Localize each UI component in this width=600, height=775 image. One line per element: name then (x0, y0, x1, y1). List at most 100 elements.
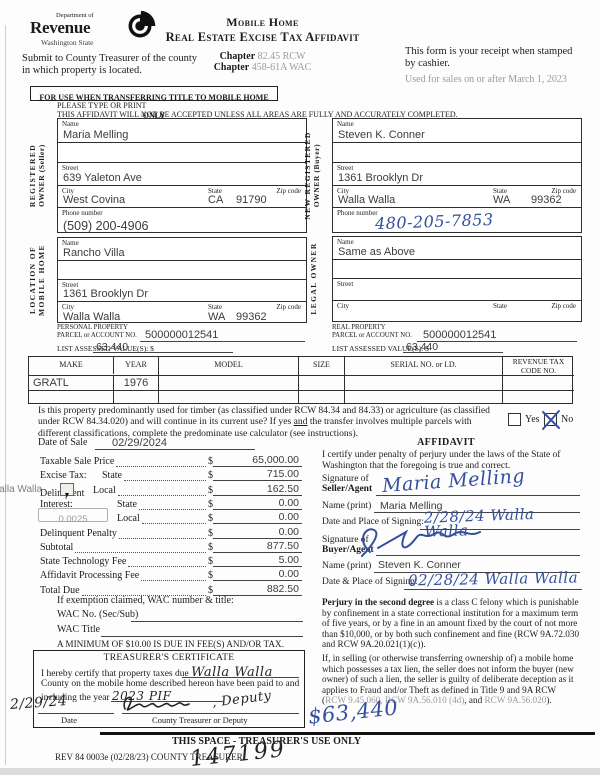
legal-name-value[interactable]: Same as Above (338, 246, 416, 258)
wac-no-line[interactable] (131, 608, 303, 622)
location-state-value[interactable]: WA (208, 311, 226, 323)
treasurer-sig-line (122, 701, 299, 714)
seller-name2-row[interactable] (58, 143, 306, 163)
perjury-paragraph-2: If, in selling (or otherwise transferrin… (322, 653, 574, 706)
yes-label: Yes (525, 414, 540, 425)
legal-name-label: Name (337, 238, 354, 246)
vehicle-model-value[interactable] (159, 375, 299, 390)
form-code: REV 84 0003e (02/28/23) COUNTY TREASURER (55, 752, 243, 762)
assessed-right-value[interactable]: 63,440 (406, 341, 439, 353)
seller-date-place-label: Date and Place of Signing: (322, 517, 424, 527)
buyer-name2-row[interactable] (333, 143, 581, 163)
perjury-paragraph-1: Perjury in the second degree is a class … (322, 597, 580, 650)
seller-name-print-value[interactable]: Maria Melling (380, 500, 443, 512)
vehicle-size-value[interactable] (299, 375, 345, 390)
delinq-local-amount[interactable]: 0.00 (213, 511, 302, 524)
excise-local-amount[interactable]: 162.50 (213, 483, 302, 496)
no-checkbox-x-mark (540, 408, 562, 431)
buyer-name-value[interactable]: Steven K. Conner (338, 129, 425, 141)
location-name-label: Name (62, 239, 79, 247)
seller-city-value[interactable]: West Covina (63, 194, 126, 206)
legal-name2-row[interactable] (333, 260, 581, 279)
vehicle-col-size: SIZE (299, 357, 345, 375)
seller-street-label: Street (62, 164, 79, 172)
delinq-state-amount[interactable]: 0.00 (213, 497, 302, 510)
treasurer-certificate-box: TREASURER'S CERTIFICATE I hereby certify… (10, 650, 305, 728)
vehicle-row2-model[interactable] (159, 390, 299, 403)
location-name2-row[interactable] (58, 261, 306, 280)
date-of-sale-value[interactable]: 02/29/2024 (112, 437, 168, 449)
vehicle-table: MAKE YEAR MODEL SIZE SERIAL NO. or I.D. … (28, 356, 574, 404)
vehicle-row2-serial[interactable] (345, 390, 503, 403)
type-or-print-note: PLEASE TYPE OR PRINT (57, 101, 147, 110)
taxable-amount[interactable]: 65,000.00 (213, 454, 302, 467)
vehicle-row2-year[interactable] (114, 390, 159, 403)
real-parcel-value[interactable]: 500000012541 (423, 329, 497, 341)
buyer-state-label: State (493, 187, 507, 195)
vehicle-serial-value[interactable] (345, 375, 503, 390)
seller-phone-value[interactable]: (509) 200-4906 (63, 219, 149, 233)
seller-sig-line[interactable] (376, 483, 580, 496)
buyer-street-value[interactable]: 1361 Brooklyn Dr (338, 172, 423, 184)
location-state-label: State (208, 303, 222, 311)
personal-parcel-value[interactable]: 500000012541 (145, 329, 219, 341)
tax-row-excise-local: Local $162.50 (40, 482, 302, 496)
seller-box: Name Maria Melling Street 639 Yaleton Av… (57, 118, 307, 233)
wac-title-line[interactable] (101, 623, 303, 637)
vehicle-row2-taxcode[interactable] (503, 390, 574, 403)
seller-date-place-line[interactable] (420, 517, 580, 530)
tax-row-total-due: Total Due $882.50 (40, 582, 302, 596)
treasurer-line1-underline (182, 665, 299, 678)
delinq-penalty-amount[interactable]: 0.00 (213, 526, 302, 539)
wac-no-label: WAC No. (Sec/Sub) (57, 609, 139, 620)
total-due-amount[interactable]: 882.50 (213, 583, 302, 596)
delinquent-rate-value: 0.0025 (58, 514, 88, 525)
buyer-city-value[interactable]: Walla Walla (338, 194, 396, 206)
treasurer-line3-underline (111, 689, 223, 702)
treasurer-sig-label: County Treasurer or Deputy (152, 715, 248, 725)
buyer-date-place-line[interactable] (404, 577, 582, 590)
tax-row-taxable: Taxable Sale Price $65,000.00 (40, 453, 302, 467)
vehicle-year-value[interactable]: 1976 (114, 375, 159, 390)
buyer-city-label: City (337, 187, 350, 195)
location-city-value[interactable]: Walla Walla (63, 311, 121, 323)
seller-name-value[interactable]: Maria Melling (63, 129, 129, 141)
seller-section-label: REGISTERED OWNER (Seller) (28, 143, 46, 208)
buyer-sig-line[interactable] (376, 543, 580, 556)
real-parcel-line (417, 328, 577, 342)
seller-name-label: Name (62, 120, 79, 128)
buyer-name-print-value[interactable]: Steven K. Conner (378, 559, 461, 571)
excise-state-amount[interactable]: 715.00 (213, 468, 302, 481)
vehicle-row2-size[interactable] (299, 390, 345, 403)
county-dropdown-value[interactable]: Walla Walla (0, 484, 43, 495)
vehicle-taxcode-value[interactable] (503, 375, 574, 390)
buyer-state-value[interactable]: WA (493, 194, 511, 206)
location-zip-value[interactable]: 99362 (236, 311, 267, 323)
vehicle-col-model: MODEL (159, 357, 299, 375)
subtotal-amount[interactable]: 877.50 (213, 540, 302, 553)
tech-fee-amount[interactable]: 5.00 (213, 554, 302, 567)
vehicle-row2-make[interactable] (29, 390, 114, 403)
yes-checkbox[interactable] (508, 413, 521, 426)
perjury-bold-lead: Perjury in the second degree (322, 597, 435, 607)
legal-city-label: City (337, 302, 350, 310)
seller-phone-label: Phone number (62, 209, 103, 217)
buyer-zip-value[interactable]: 99362 (531, 194, 562, 206)
delinquent-rate-input[interactable]: 0.0025 (38, 508, 108, 525)
vehicle-make-value[interactable]: GRATL (29, 375, 114, 390)
treasurer-date-label: Date (61, 715, 78, 725)
chapter1-label: Chapter (219, 51, 256, 62)
county-dropdown-button[interactable]: ▼ (60, 483, 74, 499)
affidavit-title: AFFIDAVIT (417, 437, 475, 448)
assessed-left-value[interactable]: 63,440 (96, 341, 129, 353)
buyer-street-row: Street 1361 Brooklyn Dr (333, 163, 581, 186)
location-city-label: City (62, 303, 75, 311)
seller-zip-value[interactable]: 91790 (236, 194, 267, 206)
location-name-row: Name Rancho Villa (58, 238, 306, 261)
location-name-value[interactable]: Rancho Villa (63, 247, 125, 259)
seller-state-value[interactable]: CA (208, 194, 224, 206)
processing-fee-amount[interactable]: 0.00 (213, 568, 302, 581)
assessed-left-label: LIST ASSESSED VALUE(S): $ (57, 344, 154, 353)
location-street-value[interactable]: 1361 Brooklyn Dr (63, 288, 148, 300)
seller-street-value[interactable]: 639 Yaleton Ave (63, 172, 142, 184)
